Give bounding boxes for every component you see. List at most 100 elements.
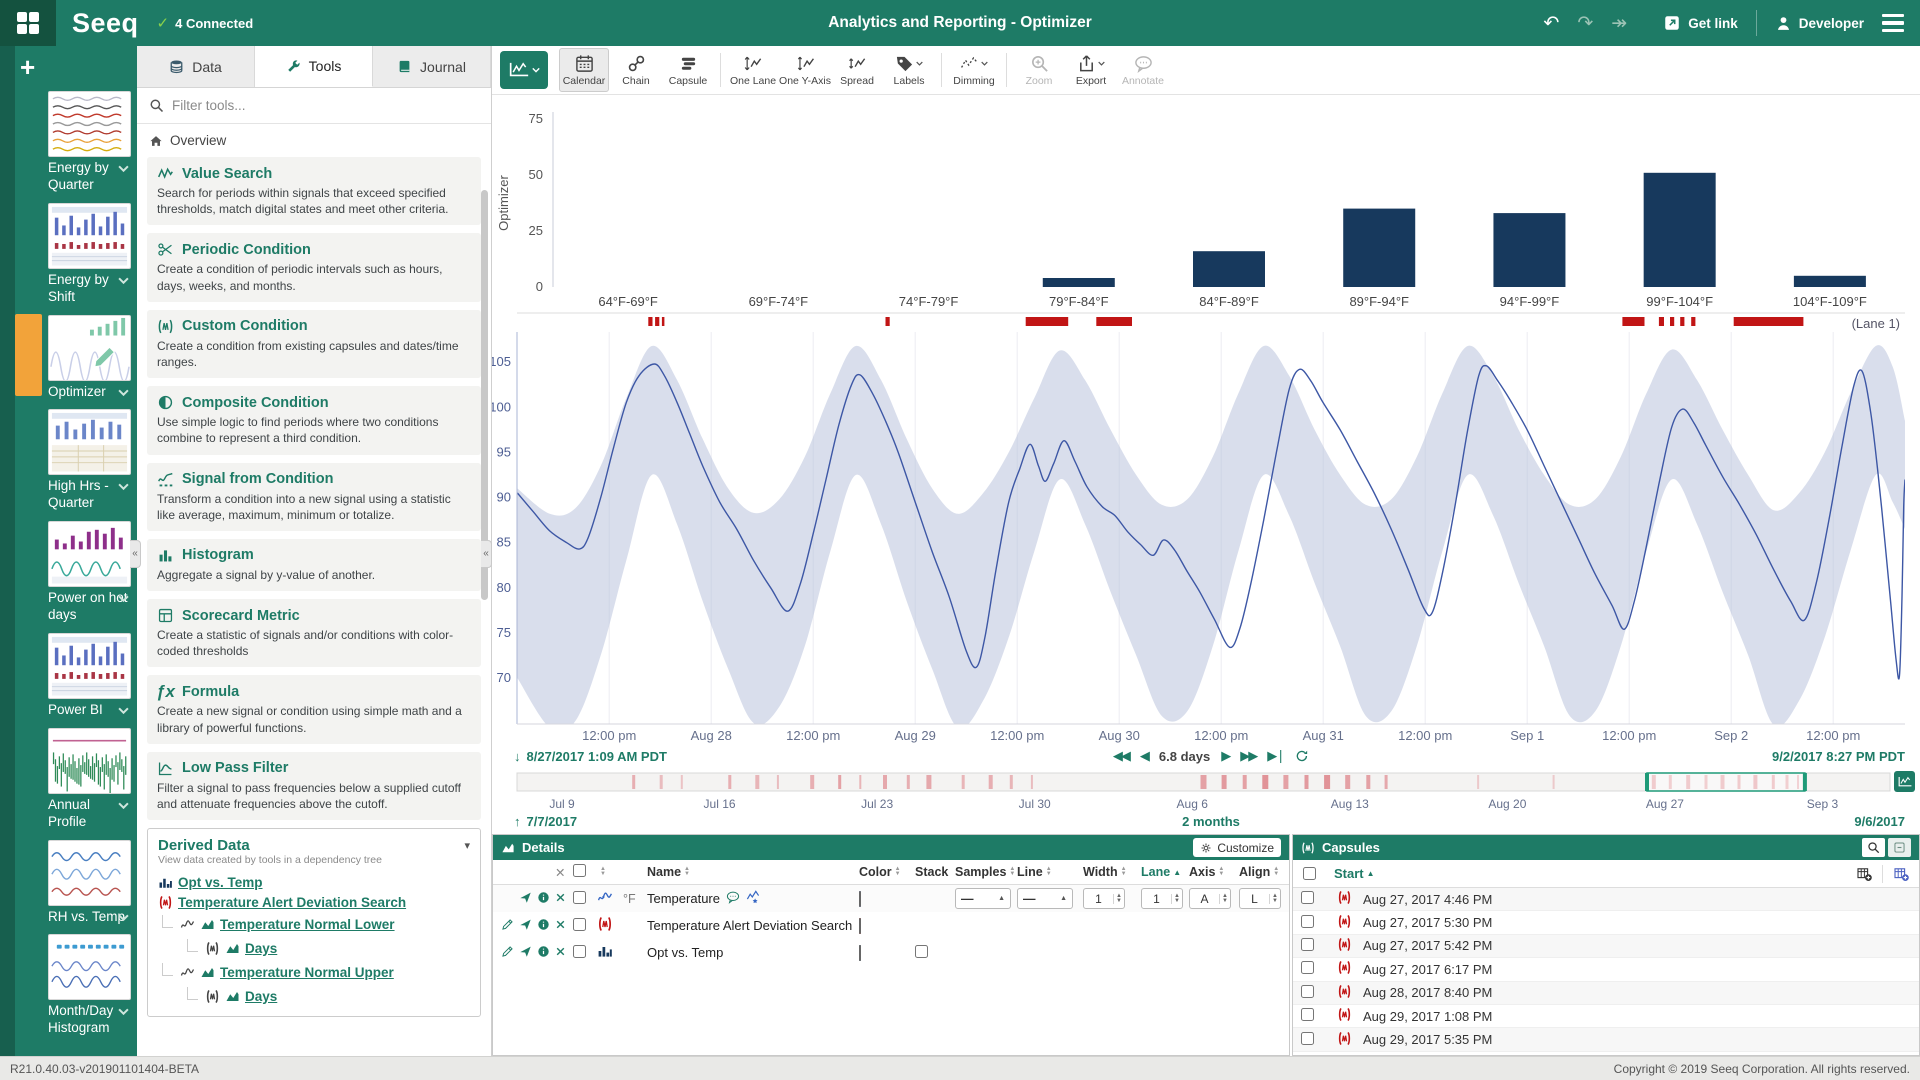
- color-column-header[interactable]: Color ▲ ▼: [859, 865, 901, 879]
- sidebar-item-energy-by-shift[interactable]: Energy by Shift: [0, 198, 137, 310]
- collapse-worksheets-handle[interactable]: «: [130, 540, 141, 568]
- chevron-down-icon[interactable]: [118, 163, 129, 174]
- timeline-chart-button[interactable]: [1894, 771, 1915, 792]
- toolbar-spread-button[interactable]: Spread: [832, 48, 882, 92]
- sidebar-item-optimizer[interactable]: Optimizer: [0, 310, 137, 405]
- capsules-search-button[interactable]: [1862, 838, 1885, 857]
- tools-scrollbar[interactable]: [481, 190, 488, 600]
- capsule-row[interactable]: Aug 28, 2017 8:40 PM: [1293, 981, 1919, 1005]
- tool-signal-from-condition[interactable]: Signal from Condition Transform a condit…: [147, 462, 481, 531]
- chevron-down-icon[interactable]: [118, 705, 129, 716]
- toolbar-one-y-axis-button[interactable]: One Y-Axis: [779, 48, 831, 92]
- refresh-icon[interactable]: [1295, 749, 1309, 763]
- worksheet-thumbnail[interactable]: [48, 91, 131, 157]
- tree-item-link[interactable]: Opt vs. Temp: [178, 874, 263, 890]
- capsule-row[interactable]: Aug 29, 2017 5:35 PM: [1293, 1028, 1919, 1052]
- tool-scorecard-metric[interactable]: Scorecard Metric Create a statistic of s…: [147, 599, 481, 668]
- capsule-checkbox[interactable]: [1301, 1008, 1314, 1022]
- select-all-capsules-checkbox[interactable]: [1303, 867, 1316, 880]
- samples-column-header[interactable]: Samples ▲ ▼: [955, 865, 1016, 879]
- capsules-collapse-button[interactable]: [1888, 838, 1911, 857]
- step-forward-fast-button[interactable]: ▶▶: [1240, 748, 1258, 763]
- toolbar-annotate-button[interactable]: Annotate: [1118, 48, 1168, 92]
- details-row[interactable]: °F Temperature — ▲ — ▲ 1 ▲ ▼ 1 ▲ ▼ A ▲ ▼ L ▲ ▼: [493, 885, 1289, 912]
- capsule-row[interactable]: Aug 27, 2017 6:17 PM: [1293, 958, 1919, 982]
- tool-value-search[interactable]: Value Search Search for periods within s…: [147, 157, 481, 226]
- chevron-down-icon[interactable]: ▾: [464, 840, 470, 853]
- width-column-header[interactable]: Width ▲ ▼: [1083, 865, 1127, 879]
- toolbar-labels-button[interactable]: Labels: [884, 48, 934, 92]
- add-worksheet-button[interactable]: +: [20, 52, 36, 82]
- tree-item-link[interactable]: Temperature Normal Upper: [220, 964, 394, 980]
- stack-checkbox[interactable]: [915, 944, 928, 958]
- toolbar-dimming-button[interactable]: Dimming: [949, 48, 999, 92]
- worksheet-thumbnail[interactable]: [48, 632, 131, 699]
- range-start[interactable]: ↓ 8/27/2017 1:09 AM PDT: [514, 749, 667, 764]
- lane-stepper[interactable]: 1 ▲ ▼: [1141, 888, 1183, 909]
- user-menu[interactable]: Developer: [1775, 15, 1864, 32]
- add-stat-column-icon[interactable]: [1893, 866, 1909, 882]
- width-stepper[interactable]: 1 ▲ ▼: [1083, 888, 1125, 909]
- axis-column-header[interactable]: Axis ▲ ▼: [1189, 865, 1225, 879]
- investigate-end[interactable]: 9/6/2017: [1854, 814, 1905, 829]
- capsule-checkbox[interactable]: [1301, 914, 1314, 928]
- start-column-header[interactable]: Start ▲: [1334, 866, 1375, 881]
- sidebar-item-rh-vs-temp[interactable]: RH vs. Temp: [0, 835, 137, 930]
- tree-item-link[interactable]: Temperature Normal Lower: [220, 916, 395, 932]
- row-checkbox[interactable]: [573, 944, 586, 958]
- add-column-icon[interactable]: [1856, 866, 1872, 882]
- capsule-row[interactable]: Aug 27, 2017 5:42 PM: [1293, 934, 1919, 959]
- range-end[interactable]: 9/2/2017 8:27 PM PDT: [1772, 749, 1905, 764]
- tool-formula[interactable]: ƒx Formula Create a new signal or conditi…: [147, 675, 481, 744]
- apps-grid-button[interactable]: [0, 0, 56, 46]
- tool-histogram[interactable]: Histogram Aggregate a signal by y-value …: [147, 538, 481, 592]
- investigate-start[interactable]: ↑ 7/7/2017: [514, 814, 578, 829]
- capsule-checkbox[interactable]: [1301, 937, 1314, 951]
- details-row[interactable]: Opt vs. Temp: [493, 939, 1289, 966]
- worksheet-thumbnail[interactable]: [48, 314, 131, 381]
- row-checkbox[interactable]: [573, 917, 586, 931]
- overview-link[interactable]: Overview: [137, 124, 491, 157]
- worksheet-thumbnail[interactable]: [48, 409, 131, 476]
- tree-item-link[interactable]: Days: [245, 940, 278, 956]
- sidebar-item-power-bi[interactable]: Power BI: [0, 628, 137, 723]
- histogram-chart[interactable]: 0 25 50 75 Optimizer 64°F-69°F 69°F-74°F 74°F-7…: [492, 98, 1920, 312]
- toolbar-chain-button[interactable]: Chain: [611, 48, 661, 92]
- stack-column-header[interactable]: Stack: [915, 865, 949, 879]
- chevron-down-icon[interactable]: [118, 387, 129, 398]
- filter-tools-input[interactable]: [172, 98, 452, 113]
- details-row[interactable]: Temperature Alert Deviation Search: [493, 912, 1289, 939]
- sidebar-item-month-day-histogram[interactable]: Month/Day Histogram: [0, 929, 137, 1041]
- capsule-checkbox[interactable]: [1301, 961, 1314, 975]
- line-style-dropdown[interactable]: — ▲: [1017, 888, 1073, 909]
- line-style-dropdown[interactable]: — ▲: [955, 888, 1011, 909]
- toolbar-export-button[interactable]: Export: [1066, 48, 1116, 92]
- tool-composite-condition[interactable]: Composite Condition Use simple logic to …: [147, 386, 481, 455]
- row-checkbox[interactable]: [573, 890, 586, 904]
- axis-stepper[interactable]: A ▲ ▼: [1189, 888, 1231, 909]
- step-back-button[interactable]: ◀: [1139, 748, 1150, 763]
- toolbar-calendar-button[interactable]: Calendar: [559, 48, 609, 92]
- tool-custom-condition[interactable]: Custom Condition Create a condition from…: [147, 309, 481, 379]
- worksheet-thumbnail[interactable]: [48, 521, 131, 588]
- color-swatch[interactable]: [859, 917, 861, 934]
- get-link-button[interactable]: Get link: [1663, 14, 1738, 32]
- undo-button[interactable]: ↶: [1543, 12, 1560, 34]
- capsule-row[interactable]: Aug 27, 2017 4:46 PM: [1293, 888, 1919, 912]
- chevron-down-icon[interactable]: [118, 481, 129, 492]
- range-duration[interactable]: 6.8 days: [1158, 748, 1211, 764]
- chevron-down-icon[interactable]: [118, 800, 129, 811]
- tool-periodic-condition[interactable]: Periodic Condition Create a condition of…: [147, 233, 481, 302]
- investigate-timeline[interactable]: [492, 770, 1920, 794]
- capsule-checkbox[interactable]: [1301, 891, 1314, 905]
- tab-tools[interactable]: Tools: [255, 46, 373, 87]
- worksheet-thumbnail[interactable]: [48, 839, 131, 906]
- tree-item-link[interactable]: Temperature Alert Deviation Search: [178, 894, 407, 910]
- sidebar-item-high-hrs-quarter[interactable]: High Hrs - Quarter: [0, 404, 137, 516]
- color-swatch[interactable]: [859, 890, 861, 907]
- align-column-header[interactable]: Align ▲ ▼: [1239, 865, 1280, 879]
- toolbar-one-lane-button[interactable]: One Lane: [728, 48, 778, 92]
- chevron-down-icon[interactable]: [118, 912, 129, 923]
- sidebar-item-power-on-hot-days[interactable]: Power on hot days: [0, 516, 137, 628]
- sidebar-item-annual-profile[interactable]: Annual Profile: [0, 723, 137, 835]
